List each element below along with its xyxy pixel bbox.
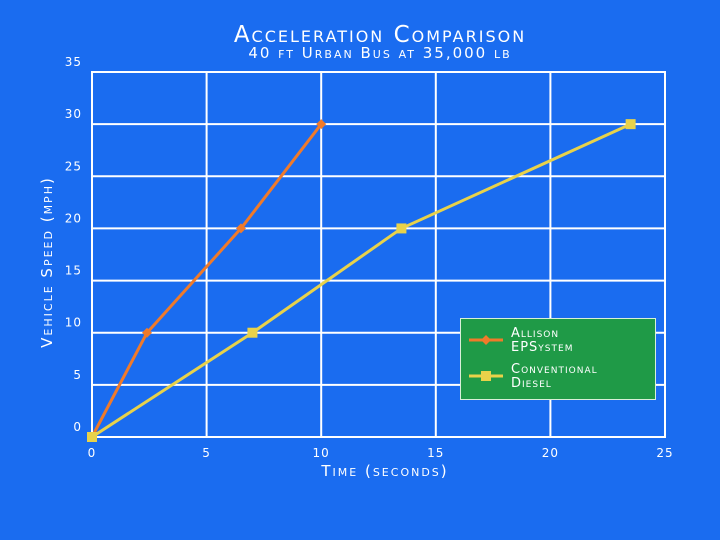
x-tick-label: 0 — [88, 446, 97, 460]
y-tick-label: 0 — [73, 420, 82, 434]
legend-swatch-allison — [469, 335, 503, 345]
y-tick-label: 25 — [65, 159, 82, 173]
y-axis-ticks: 0 5 10 15 20 25 30 35 — [65, 55, 82, 434]
chart-title: Acceleration Comparison — [233, 22, 527, 48]
x-tick-label: 5 — [202, 446, 211, 460]
y-tick-label: 10 — [65, 316, 82, 330]
y-tick-label: 30 — [65, 107, 82, 121]
chart-series — [87, 119, 636, 442]
chart-subtitle: 40 ft Urban Bus at 35,000 lb — [248, 44, 512, 62]
legend-swatch-diesel — [469, 371, 503, 381]
x-tick-label: 10 — [313, 446, 330, 460]
data-point-diesel — [625, 119, 636, 130]
data-point-allison — [235, 223, 246, 234]
legend-label-diesel-line2: Diesel — [511, 376, 552, 391]
x-tick-label: 20 — [542, 446, 559, 460]
x-tick-label: 15 — [427, 446, 444, 460]
legend-label-diesel-line1: Conventional — [511, 362, 598, 377]
y-tick-label: 35 — [65, 55, 82, 69]
data-point-diesel — [87, 432, 97, 442]
data-point-allison — [316, 119, 327, 130]
legend-label-allison-line2: EPSystem — [511, 340, 574, 355]
x-axis-label: Time (seconds) — [320, 462, 448, 480]
series-line-allison — [90, 123, 323, 438]
y-axis-label: Vehicle Speed (mph) — [38, 176, 56, 348]
y-tick-label: 5 — [73, 368, 82, 382]
plot-area-border — [91, 71, 666, 438]
y-tick-label: 20 — [65, 211, 82, 225]
data-point-allison — [142, 327, 153, 338]
chart-legend: Allison EPSystem Conventional Diesel — [460, 318, 656, 400]
chart-grid — [91, 71, 666, 438]
data-point-diesel — [247, 327, 258, 338]
series-line-diesel — [91, 122, 632, 439]
y-tick-label: 15 — [65, 264, 82, 278]
x-tick-label: 25 — [656, 446, 673, 460]
x-axis-ticks: 0 5 10 15 20 25 — [88, 446, 673, 460]
data-point-diesel — [396, 223, 407, 234]
legend-label-allison-line1: Allison — [511, 326, 560, 341]
